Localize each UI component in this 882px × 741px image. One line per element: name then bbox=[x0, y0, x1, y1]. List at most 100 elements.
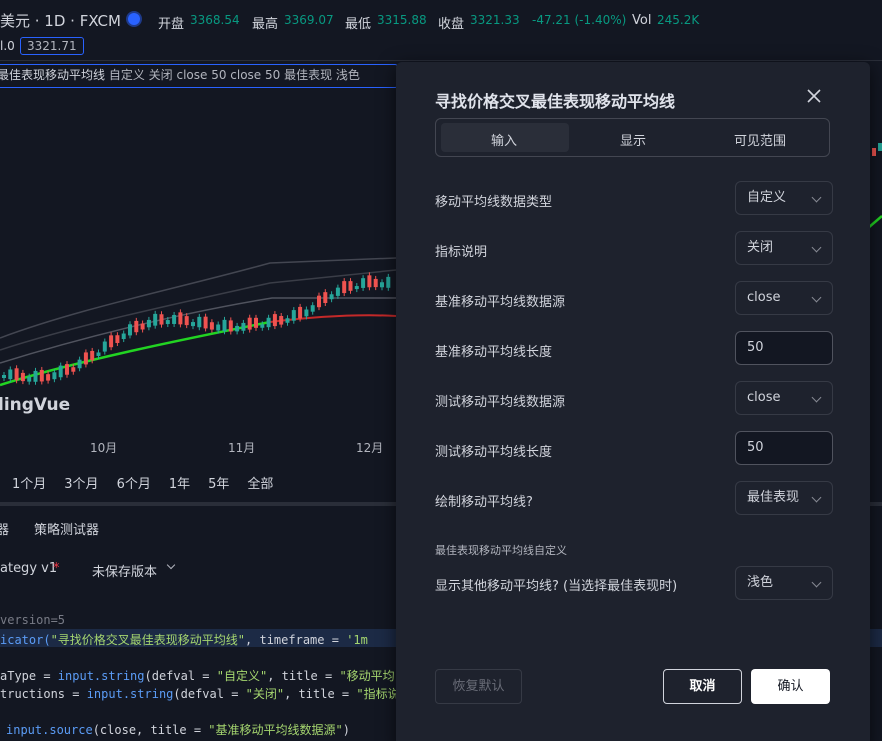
dropdown[interactable]: 关闭 bbox=[735, 231, 833, 265]
top-bar: 美元 · 1D · FXCM 开盘 3368.54 最高 3369.07 最低 … bbox=[0, 0, 882, 61]
candle-body bbox=[90, 350, 95, 361]
candle-body bbox=[228, 320, 233, 332]
range-button[interactable]: 1个月 bbox=[12, 477, 47, 492]
code-token: ) bbox=[342, 723, 350, 737]
control-value: close bbox=[747, 290, 781, 305]
candle-body bbox=[197, 316, 202, 328]
code-token: (defval = bbox=[144, 669, 217, 683]
chevron bbox=[166, 560, 176, 570]
candle-body bbox=[367, 275, 372, 288]
candle-body bbox=[203, 316, 208, 329]
control-value: 50 bbox=[747, 440, 764, 455]
code-line: version=5 bbox=[0, 613, 65, 627]
candle-body bbox=[172, 314, 177, 324]
ok-button[interactable]: 确认 bbox=[751, 669, 830, 704]
dropdown[interactable]: close bbox=[735, 381, 833, 415]
range-button[interactable]: 3个月 bbox=[64, 477, 99, 492]
button-text: 确认 bbox=[777, 679, 804, 694]
candle-body bbox=[272, 314, 277, 327]
candle-body bbox=[285, 318, 290, 323]
candle-body bbox=[380, 282, 384, 288]
button-text: 恢复默认 bbox=[452, 679, 505, 694]
code-token: tructions = bbox=[0, 687, 87, 701]
dropdown[interactable]: 自定义 bbox=[735, 181, 833, 215]
candle-body bbox=[140, 323, 145, 330]
vol-label: Vol bbox=[632, 13, 652, 28]
field-label: 测试移动平均线数据源 bbox=[435, 395, 566, 410]
x-label: 12月 bbox=[356, 441, 383, 455]
code-line: icator("寻找价格交叉最佳表现移动平均线", timeframe = '1… bbox=[0, 631, 368, 648]
candle-body bbox=[83, 352, 88, 365]
candle-body bbox=[20, 372, 25, 382]
dropdown[interactable]: 浅色 bbox=[735, 566, 833, 600]
candle-body bbox=[247, 317, 252, 330]
code-token: input.string bbox=[57, 669, 145, 683]
candle-body bbox=[39, 369, 44, 382]
code-token: '1m bbox=[346, 633, 368, 647]
price-badge: 3321.71 bbox=[20, 37, 84, 55]
tab-bar: 输入 显示 可见范围 bbox=[435, 118, 830, 157]
button-text: 取消 bbox=[689, 679, 716, 694]
range-button[interactable]: 5年 bbox=[208, 477, 230, 492]
text-input[interactable]: 50 bbox=[735, 331, 833, 365]
candle-body bbox=[266, 317, 271, 328]
code-token: , title = bbox=[284, 687, 357, 701]
panel-tab[interactable]: 器 bbox=[0, 523, 10, 538]
range-button[interactable]: 6个月 bbox=[116, 477, 151, 492]
candle-body bbox=[216, 324, 221, 331]
row2-label: l.0 bbox=[0, 39, 15, 53]
modified-mark: * bbox=[53, 561, 60, 576]
candle-body bbox=[115, 335, 120, 344]
dropdown[interactable]: close bbox=[735, 281, 833, 315]
ma-line bbox=[0, 269, 397, 351]
reset-button[interactable]: 恢复默认 bbox=[435, 669, 522, 704]
field-label: 测试移动平均线长度 bbox=[435, 445, 553, 460]
candle-body bbox=[146, 319, 151, 328]
candle-body bbox=[291, 310, 296, 321]
dropdown[interactable]: 最佳表现 bbox=[735, 481, 833, 515]
script-name[interactable]: ategy v1 bbox=[0, 561, 58, 576]
indicator-legend[interactable]: 最佳表现移动平均线 自定义 关闭 close 50 close 50 最佳表现 … bbox=[0, 64, 398, 88]
watermark: lingVue bbox=[0, 395, 70, 415]
candle-body bbox=[121, 333, 126, 340]
control-value: close bbox=[747, 390, 781, 405]
close-button[interactable] bbox=[807, 89, 821, 103]
field-label: 指标说明 bbox=[435, 245, 488, 260]
candle-body bbox=[222, 319, 227, 332]
chart-canvas: lingVue 10月 11月 12月 月 bbox=[0, 143, 882, 455]
tab[interactable]: 显示 bbox=[620, 134, 647, 149]
candle-body bbox=[361, 278, 366, 288]
range-button[interactable]: 全部 bbox=[247, 477, 274, 492]
field-label: 基准移动平均线数据源 bbox=[435, 295, 566, 310]
code-token: "指标说 bbox=[356, 687, 400, 701]
panel-tab[interactable]: 策略测试器 bbox=[34, 523, 100, 538]
tab[interactable]: 输入 bbox=[491, 134, 518, 149]
code-token: "移动平均 bbox=[339, 669, 395, 683]
green-ma bbox=[867, 215, 882, 229]
code-token: "关闭" bbox=[245, 687, 285, 701]
candle-body bbox=[872, 148, 876, 156]
save-state[interactable]: 未保存版本 bbox=[92, 565, 158, 580]
vol-value: 245.2K bbox=[657, 13, 700, 27]
code-token: , title = bbox=[267, 669, 340, 683]
tab[interactable]: 可见范围 bbox=[734, 134, 787, 149]
candle-body bbox=[235, 325, 240, 332]
control-value: 50 bbox=[747, 340, 764, 355]
candle-body bbox=[209, 322, 214, 330]
code-token: aType = bbox=[0, 669, 58, 683]
text-input[interactable]: 50 bbox=[735, 431, 833, 465]
chevron bbox=[811, 242, 822, 253]
cancel-button[interactable]: 取消 bbox=[663, 669, 742, 704]
open-label: 开盘 bbox=[158, 17, 185, 32]
candle-body bbox=[310, 305, 315, 312]
code-token: input.source bbox=[6, 723, 93, 737]
code-token: version=5 bbox=[0, 613, 66, 627]
candle-body bbox=[386, 276, 391, 288]
candles bbox=[2, 143, 882, 385]
x-label: 10月 bbox=[90, 441, 117, 455]
candle-body bbox=[373, 278, 378, 288]
ma-line bbox=[0, 297, 396, 364]
field-label: 绘制移动平均线? bbox=[435, 495, 533, 510]
candle-body bbox=[27, 376, 32, 382]
range-button[interactable]: 1年 bbox=[168, 477, 191, 492]
